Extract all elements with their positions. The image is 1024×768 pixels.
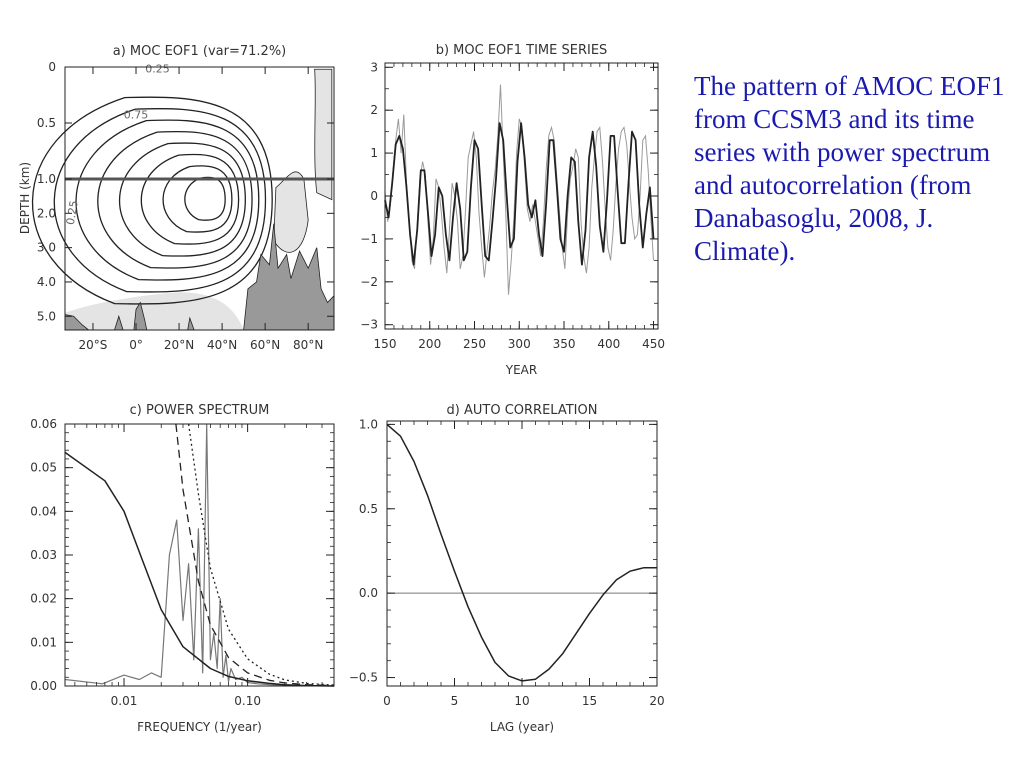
panel-c-y-tick-label: 0.04 [30,504,57,518]
panel-b-x-tick-label: 350 [553,337,576,351]
panel-a-frame [64,66,335,331]
panel-b-time-series: 150 200 250 300 350 400 450 3 2 1 0 −1 −2 −3 b) MOC EO… [360,43,665,377]
panel-c-power-spectrum: 0.01 0.10 0.06 0.05 0.04 0.03 0.02 0.01 0.00 c) P… [30,403,335,734]
contour-line [97,130,253,269]
panel-c-y-tick-label: 0.02 [30,592,57,606]
negative-anomaly-region [65,292,244,330]
panel-c-y-tick-label: 0.05 [30,461,57,475]
annual-series-line [384,84,654,295]
panel-d-frame [386,420,658,687]
contour-line [184,176,226,221]
panel-b-y-tick-label: −1 [360,232,378,246]
panel-b-x-tick-label: 250 [463,337,486,351]
panel-d-y-tick-label: 1.0 [359,417,378,431]
panel-a-x-tick-label: 60°N [250,338,280,352]
smoothed-series-line [384,122,655,266]
panel-a-y-tick-label: 2.0 [37,206,56,220]
panel-d-x-tick-label: 0 [383,694,391,708]
spectrum-series-spectrum [64,423,335,687]
panel-b-x-tick-label: 200 [418,337,441,351]
panel-a-y-axis-label: DEPTH (km) [18,162,32,234]
panel-b-x-tick-label: 300 [508,337,531,351]
panel-b-y-tick-label: 1 [370,146,378,160]
panel-d-y-tick-label: 0.0 [359,586,378,600]
contour-line [31,96,273,305]
panel-a-x-tick-label: 0° [129,338,143,352]
spectrum-series-99-confidence [187,423,335,686]
panel-d-x-tick-label: 10 [514,694,529,708]
panel-c-x-tick-label: 0.10 [234,694,261,708]
panel-d-x-axis-label: LAG (year) [490,720,554,734]
autocorrelation-line [386,423,657,682]
panel-a-x-tick-label: 80°N [293,338,323,352]
panel-b-title: b) MOC EOF1 TIME SERIES [436,43,608,58]
panel-a-y-tick-label: 4.0 [37,275,56,289]
panel-b-y-tick-label: 0 [370,189,378,203]
panel-c-title: c) POWER SPECTRUM [130,403,270,418]
panel-a-title: a) MOC EOF1 (var=71.2%) [113,44,287,59]
negative-anomaly-region [273,171,309,253]
panel-a-x-tick-label: 20°S [79,338,108,352]
contour-line [162,165,233,233]
panel-b-y-tick-label: −2 [360,275,378,289]
panel-c-x-tick-label: 0.01 [111,694,138,708]
panel-a-y-tick-label: 0 [48,60,56,74]
panel-b-x-tick-label: 150 [374,337,397,351]
contour-line [53,107,267,293]
panel-b-x-tick-label: 450 [642,337,665,351]
panel-d-y-tick-label: −0.5 [349,671,378,685]
contour-line [118,142,246,257]
panel-c-x-axis-label: FREQUENCY (1/year) [137,720,262,734]
contour-line [140,153,240,245]
panel-d-x-tick-label: 15 [582,694,597,708]
spectrum-series-95-confidence [175,423,335,687]
panel-a-y-tick-label: 0.5 [37,116,56,130]
panel-c-y-tick-label: 0.06 [30,417,57,431]
panel-d-title: d) AUTO CORRELATION [447,403,598,418]
contour-label: 0.25 [64,200,81,226]
panel-d-x-tick-label: 5 [451,694,459,708]
panel-a-x-tick-label: 40°N [207,338,237,352]
panel-b-y-tick-label: −3 [360,318,378,332]
panel-b-x-tick-label: 400 [597,337,620,351]
seafloor-topography [243,223,335,331]
panel-a-x-tick-label: 20°N [164,338,194,352]
panel-a-moc-eof1: 0.25 0.75 0.25 20°S 0° 20°N 40°N 60°N 80°N 0 0.5 1.… [18,44,335,352]
panel-d-auto-correlation: 0 5 10 15 20 1.0 0.5 0.0 −0.5 d) AUTO CORRELATION… [349,403,665,734]
negative-anomaly-region [314,68,333,201]
panel-c-y-tick-label: 0.00 [30,679,57,693]
panel-b-x-axis-label: YEAR [505,363,537,377]
panel-a-y-tick-label: 5.0 [37,309,56,323]
panel-a-y-tick-label: 3.0 [37,241,56,255]
panel-a-y-tick-label: 1.0 [37,172,56,186]
contour-line [75,119,260,281]
panel-d-y-tick-label: 0.5 [359,502,378,516]
figure-caption: The pattern of AMOC EOF1 from CCSM3 and … [694,71,1005,266]
panel-c-y-tick-label: 0.03 [30,548,57,562]
contour-label: 0.75 [124,109,149,122]
panel-d-x-tick-label: 20 [649,694,664,708]
contour-label: 0.25 [145,63,170,76]
panel-c-y-tick-label: 0.01 [30,635,57,649]
panel-b-y-tick-label: 2 [370,103,378,117]
panel-b-y-tick-label: 3 [370,60,378,74]
